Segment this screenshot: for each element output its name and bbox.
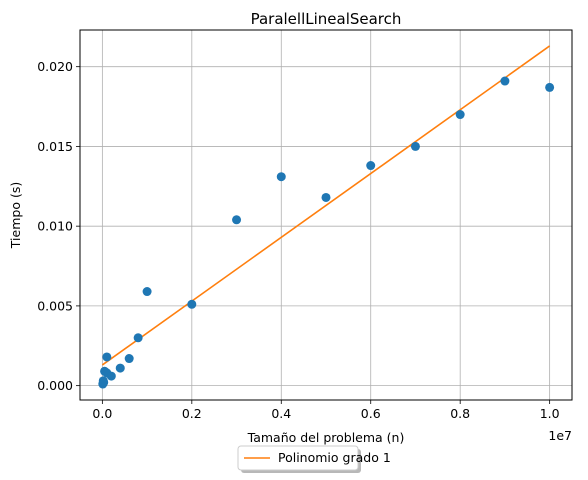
y-tick-label: 0.015	[37, 139, 73, 154]
data-point	[455, 110, 465, 120]
x-axis-label: Tamaño del problema (n)	[247, 430, 405, 445]
data-point	[321, 192, 331, 202]
data-point	[276, 172, 286, 182]
y-axis-label: Tiempo (s)	[8, 182, 23, 249]
data-point	[232, 215, 242, 225]
data-point	[133, 333, 143, 343]
y-ticks: 0.000 0.005 0.010 0.015 0.020	[37, 59, 80, 393]
x-tick-label: 0.8	[450, 406, 470, 421]
legend: Polinomio grado 1	[237, 445, 391, 473]
x-tick-label: 1.0	[540, 406, 560, 421]
chart-title: ParalellLinealSearch	[251, 10, 402, 28]
y-tick-label: 0.020	[37, 59, 73, 74]
data-point	[106, 371, 116, 381]
data-point	[142, 287, 152, 297]
data-point	[366, 161, 376, 171]
y-tick-label: 0.000	[37, 378, 73, 393]
data-point	[545, 82, 555, 92]
y-tick-label: 0.005	[37, 298, 73, 313]
fit-line-layer	[101, 45, 551, 366]
x-tick-label: 0.6	[361, 406, 381, 421]
x-ticks: 0.0 0.2 0.4 0.6 0.8 1.0	[92, 400, 560, 421]
x-scale-label: 1e7	[548, 428, 572, 443]
x-tick-label: 0.2	[182, 406, 202, 421]
data-point	[187, 299, 197, 309]
data-point	[115, 363, 125, 373]
axes-frame	[79, 29, 573, 401]
x-tick-label: 0.0	[92, 406, 112, 421]
legend-box	[237, 445, 359, 471]
data-point	[410, 141, 420, 151]
data-point	[500, 76, 510, 86]
x-tick-label: 0.4	[271, 406, 291, 421]
data-point	[124, 354, 134, 364]
y-tick-label: 0.010	[37, 219, 73, 234]
data-point	[99, 377, 109, 387]
legend-entry-polinomio: Polinomio grado 1	[278, 450, 391, 465]
data-points	[98, 76, 555, 389]
data-point	[102, 352, 112, 362]
fit-line	[101, 45, 551, 366]
